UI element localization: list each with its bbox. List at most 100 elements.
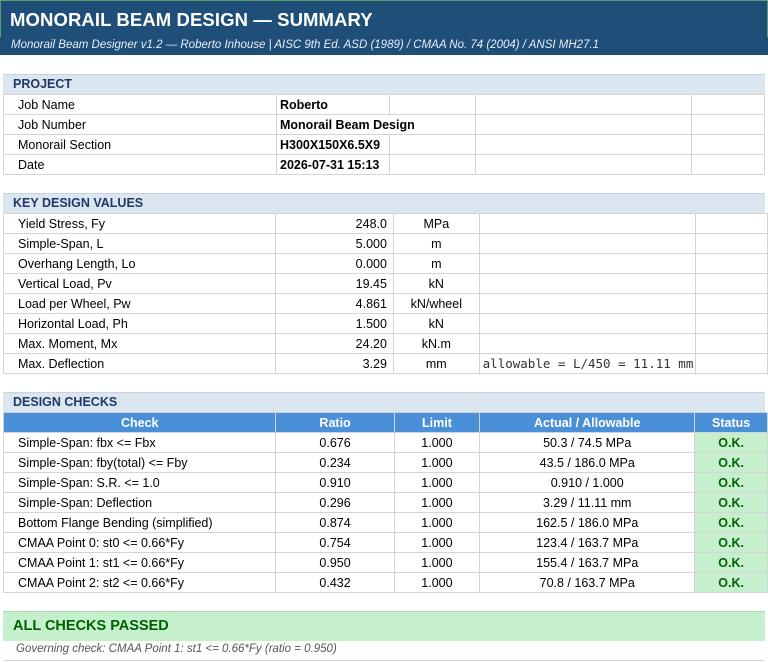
check-actual[interactable]: 50.3 / 74.5 MPa xyxy=(479,432,696,453)
key-unit[interactable]: kN xyxy=(392,313,480,334)
col-header-status[interactable]: Status xyxy=(694,412,768,433)
key-unit[interactable]: m xyxy=(392,233,480,254)
key-value[interactable]: 248.0 xyxy=(274,213,394,234)
key-label[interactable]: Overhang Length, Lo xyxy=(3,253,276,274)
check-limit[interactable]: 1.000 xyxy=(393,512,481,533)
check-name[interactable]: CMAA Point 2: st2 <= 0.66*Fy xyxy=(2,572,277,593)
check-ratio[interactable]: 0.754 xyxy=(275,532,395,553)
project-value[interactable]: Monorail Beam Design xyxy=(276,114,476,135)
check-limit[interactable]: 1.000 xyxy=(393,572,481,593)
key-label[interactable]: Simple-Span, L xyxy=(3,233,276,254)
check-name[interactable]: CMAA Point 1: st1 <= 0.66*Fy xyxy=(2,552,277,573)
check-row: Bottom Flange Bending (simplified) 0.874… xyxy=(2,512,768,533)
key-label[interactable]: Horizontal Load, Ph xyxy=(3,313,276,334)
status-badge[interactable]: O.K. xyxy=(694,472,768,493)
check-row: Simple-Span: S.R. <= 1.0 0.910 1.000 0.9… xyxy=(2,472,768,493)
key-value[interactable]: 1.500 xyxy=(274,313,394,334)
key-unit[interactable]: kN xyxy=(392,273,480,294)
key-label[interactable]: Max. Moment, Mx xyxy=(3,333,276,354)
key-value[interactable]: 24.20 xyxy=(274,333,394,354)
key-label[interactable]: Load per Wheel, Pw xyxy=(3,293,276,314)
check-limit[interactable]: 1.000 xyxy=(393,532,481,553)
check-row: Simple-Span: fbx <= Fbx 0.676 1.000 50.3… xyxy=(2,432,768,453)
deflection-allowable-note[interactable]: allowable = L/450 = 11.11 mm xyxy=(478,353,696,374)
key-unit[interactable]: kN/wheel xyxy=(392,293,480,314)
check-actual[interactable]: 162.5 / 186.0 MPa xyxy=(479,512,696,533)
check-ratio[interactable]: 0.432 xyxy=(275,572,395,593)
design-checks-table: Check Ratio Limit Actual / Allowable Sta… xyxy=(2,412,768,593)
check-limit[interactable]: 1.000 xyxy=(393,472,481,493)
subtitle-text: Monorail Beam Designer v1.2 — Roberto In… xyxy=(11,39,600,51)
col-header-check[interactable]: Check xyxy=(2,412,277,433)
project-label[interactable]: Monorail Section xyxy=(3,134,277,155)
section-key-values: KEY DESIGN VALUES xyxy=(3,193,765,214)
check-ratio[interactable]: 0.910 xyxy=(275,472,395,493)
key-label[interactable]: Vertical Load, Pv xyxy=(3,273,276,294)
check-row: Simple-Span: Deflection 0.296 1.000 3.29… xyxy=(2,492,768,513)
check-actual[interactable]: 70.8 / 163.7 MPa xyxy=(479,572,696,593)
check-row: CMAA Point 2: st2 <= 0.66*Fy 0.432 1.000… xyxy=(2,572,768,593)
status-badge[interactable]: O.K. xyxy=(694,552,768,573)
status-badge[interactable]: O.K. xyxy=(694,572,768,593)
project-table: Job Name Roberto Job Number Monorail Bea… xyxy=(3,94,765,175)
key-value[interactable]: 0.000 xyxy=(274,253,394,274)
check-ratio[interactable]: 0.874 xyxy=(275,512,395,533)
check-actual[interactable]: 155.4 / 163.7 MPa xyxy=(479,552,696,573)
key-value[interactable]: 5.000 xyxy=(274,233,394,254)
key-unit[interactable]: m xyxy=(392,253,480,274)
result-banner: ALL CHECKS PASSED xyxy=(3,611,765,641)
project-value[interactable]: H300X150X6.5X9 xyxy=(276,134,390,155)
key-value-row: Max. Deflection 3.29 mm allowable = L/45… xyxy=(3,353,768,374)
key-unit[interactable]: MPa xyxy=(392,213,480,234)
check-limit[interactable]: 1.000 xyxy=(393,552,481,573)
key-label[interactable]: Yield Stress, Fy xyxy=(3,213,276,234)
status-badge[interactable]: O.K. xyxy=(694,452,768,473)
project-value[interactable]: Roberto xyxy=(276,94,390,115)
check-name[interactable]: Simple-Span: fby(total) <= Fby xyxy=(2,452,277,473)
project-value[interactable]: 2026-07-31 15:13 xyxy=(276,154,390,175)
key-value[interactable]: 4.861 xyxy=(274,293,394,314)
check-ratio[interactable]: 0.950 xyxy=(275,552,395,573)
status-badge[interactable]: O.K. xyxy=(694,512,768,533)
check-ratio[interactable]: 0.234 xyxy=(275,452,395,473)
status-badge[interactable]: O.K. xyxy=(694,532,768,553)
section-design-checks: DESIGN CHECKS xyxy=(3,392,765,413)
col-header-actual[interactable]: Actual / Allowable xyxy=(479,412,696,433)
key-value[interactable]: 3.29 xyxy=(274,353,394,374)
key-value-row: Simple-Span, L 5.000 m xyxy=(3,233,768,254)
status-badge[interactable]: O.K. xyxy=(694,492,768,513)
project-row: Monorail Section H300X150X6.5X9 xyxy=(3,134,765,155)
check-ratio[interactable]: 0.296 xyxy=(275,492,395,513)
check-name[interactable]: Bottom Flange Bending (simplified) xyxy=(2,512,277,533)
status-badge[interactable]: O.K. xyxy=(694,432,768,453)
key-value-row: Yield Stress, Fy 248.0 MPa xyxy=(3,213,768,234)
check-name[interactable]: Simple-Span: Deflection xyxy=(2,492,277,513)
project-label[interactable]: Job Number xyxy=(3,114,277,135)
check-limit[interactable]: 1.000 xyxy=(393,432,481,453)
result-text: ALL CHECKS PASSED xyxy=(13,618,169,634)
check-name[interactable]: Simple-Span: fbx <= Fbx xyxy=(2,432,277,453)
col-header-limit[interactable]: Limit xyxy=(393,412,481,433)
check-name[interactable]: Simple-Span: S.R. <= 1.0 xyxy=(2,472,277,493)
check-actual[interactable]: 0.910 / 1.000 xyxy=(479,472,696,493)
check-name[interactable]: CMAA Point 0: st0 <= 0.66*Fy xyxy=(2,532,277,553)
check-limit[interactable]: 1.000 xyxy=(393,452,481,473)
check-actual[interactable]: 43.5 / 186.0 MPa xyxy=(479,452,696,473)
check-limit[interactable]: 1.000 xyxy=(393,492,481,513)
col-header-ratio[interactable]: Ratio xyxy=(275,412,395,433)
key-value-row: Load per Wheel, Pw 4.861 kN/wheel xyxy=(3,293,768,314)
key-values-table: Yield Stress, Fy 248.0 MPa Simple-Span, … xyxy=(3,213,768,374)
key-value-row: Vertical Load, Pv 19.45 kN xyxy=(3,273,768,294)
check-ratio[interactable]: 0.676 xyxy=(275,432,395,453)
key-value[interactable]: 19.45 xyxy=(274,273,394,294)
project-label[interactable]: Job Name xyxy=(3,94,277,115)
check-row: CMAA Point 1: st1 <= 0.66*Fy 0.950 1.000… xyxy=(2,552,768,573)
check-actual[interactable]: 123.4 / 163.7 MPa xyxy=(479,532,696,553)
project-label[interactable]: Date xyxy=(3,154,277,175)
governing-check-note: Governing check: CMAA Point 1: st1 <= 0.… xyxy=(16,643,337,655)
key-value-row: Max. Moment, Mx 24.20 kN.m xyxy=(3,333,768,354)
check-actual[interactable]: 3.29 / 11.11 mm xyxy=(479,492,696,513)
key-unit[interactable]: mm xyxy=(392,353,480,374)
key-unit[interactable]: kN.m xyxy=(392,333,480,354)
key-label[interactable]: Max. Deflection xyxy=(3,353,276,374)
